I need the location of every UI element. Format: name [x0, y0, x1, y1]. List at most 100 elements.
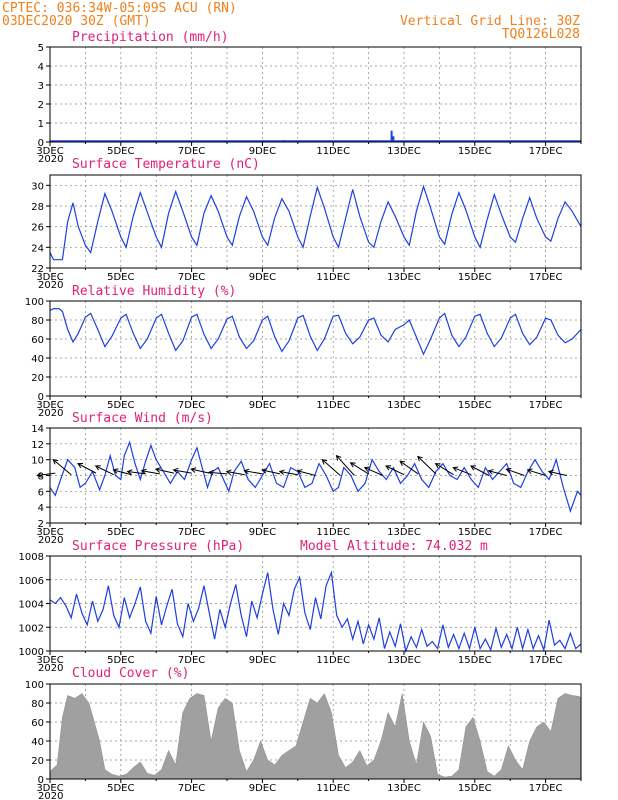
wind-arrow-shaft: [385, 465, 405, 476]
wind-arrow: [363, 466, 383, 476]
wind-arrow-shaft: [350, 462, 369, 475]
x-tick-label: 15DEC: [458, 527, 492, 538]
cloud-cover-area: [49, 692, 582, 780]
x-tick-label: 11DEC: [316, 527, 350, 538]
wind-arrow-shaft: [244, 470, 263, 475]
wind-arrow-shaft: [279, 471, 298, 476]
x-tick-label: 5DEC: [107, 527, 134, 538]
wind-arrow-head: [296, 469, 303, 475]
header-station-line: CPTEC: 036:34W-05:09S ACU (RN): [2, 1, 237, 16]
wind-arrow: [190, 467, 210, 474]
y-tick-label: 22: [31, 264, 44, 275]
wind-arrow-shaft: [141, 470, 160, 475]
wind-arrow-head: [278, 469, 285, 476]
panel-title: Surface Pressure (hPa): [72, 539, 244, 554]
wind-arrow-shaft: [321, 459, 341, 476]
wind-arrow: [547, 469, 567, 476]
panel-5: 0 20 40 60 80 100 3DEC 5DEC 7DEC 9DEC 11DEC 13DEC 15…: [25, 666, 582, 800]
panel-2: 0 20 40 60 80 100 3DEC 5DEC 7DEC 9DEC 11DEC 13DEC 15…: [25, 284, 582, 419]
wind-arrow: [112, 468, 132, 476]
wind-arrow-shaft: [336, 455, 355, 476]
wind-arrow: [126, 469, 146, 475]
wind-arrow-head: [399, 460, 406, 466]
wind-arrow-shaft: [191, 468, 210, 474]
y-tick-label: 20: [31, 373, 44, 384]
wind-arrow: [207, 469, 228, 476]
y-tick-label: 60: [31, 718, 44, 729]
precip-bar: [392, 136, 395, 142]
wind-arrow-head: [112, 468, 119, 474]
wind-arrow-head: [321, 458, 328, 465]
x-tick-label: 13DEC: [387, 272, 421, 283]
wind-arrow-shaft: [399, 460, 419, 475]
x-tick-label: 13DEC: [387, 783, 421, 794]
x-tick-label: 15DEC: [458, 146, 492, 157]
wind-arrow-head: [36, 472, 43, 478]
y-tick-label: 100: [25, 297, 44, 308]
wind-arrow-shaft: [155, 468, 175, 474]
wind-arrow-shaft: [77, 463, 97, 474]
y-tick-label: 3: [38, 81, 44, 92]
x-tick-label: 9DEC: [249, 400, 276, 411]
x-tick-label: 17DEC: [529, 783, 563, 794]
wind-arrow-shaft: [95, 465, 114, 476]
x-tick-label: 11DEC: [316, 783, 350, 794]
wind-arrow: [526, 468, 546, 476]
wind-arrow-shaft: [208, 471, 228, 475]
wind-arrow: [385, 465, 405, 476]
wind-arrow-head: [452, 466, 459, 472]
panel-annotation: Model Altitude: 74.032 m: [300, 539, 488, 554]
wind-arrow-head: [207, 469, 214, 476]
panel-4: 1000 1002 1004 1006 1008 3DEC 5DEC 7DEC 9DEC 11DE…: [19, 539, 582, 674]
y-tick-label: 2: [38, 519, 44, 530]
y-tick-label: 1002: [19, 623, 44, 634]
x-tick-label: 7DEC: [178, 527, 205, 538]
wind-arrow-shaft: [261, 469, 281, 475]
x-tick-label: 17DEC: [529, 527, 563, 538]
wind-arrow-head: [225, 469, 232, 476]
precip-bar: [282, 140, 285, 142]
wind-arrow-head: [363, 466, 370, 472]
panel-title: Precipitation (mm/h): [72, 30, 229, 45]
panel-title: Cloud Cover (%): [72, 666, 189, 681]
y-tick-label: 4: [38, 62, 44, 73]
wind-arrow: [452, 466, 472, 476]
wind-arrow-shaft: [52, 459, 72, 476]
x-tick-label: 5DEC: [107, 146, 134, 157]
wind-arrow: [296, 469, 316, 476]
x-tick-label: 9DEC: [249, 783, 276, 794]
wind-arrow: [417, 455, 437, 475]
panel-frame: [49, 46, 582, 143]
y-tick-label: 80: [31, 316, 44, 327]
x-tick-label: 7DEC: [178, 272, 205, 283]
x-tick-label: 15DEC: [458, 272, 492, 283]
y-tick-label: 26: [31, 223, 44, 234]
x-year-label: 2020: [38, 154, 63, 165]
wind-arrow-head: [526, 468, 533, 474]
wind-arrow-shaft: [488, 470, 507, 476]
wind-arrow: [434, 463, 454, 476]
wind-arrow-shaft: [297, 470, 316, 476]
wind-arrow-head: [417, 455, 423, 462]
wind-arrow-head: [470, 465, 476, 471]
x-tick-label: 9DEC: [249, 527, 276, 538]
panel-title: Relative Humidity (%): [72, 284, 236, 299]
wind-arrow-shaft: [37, 472, 56, 476]
x-tick-label: 5DEC: [107, 400, 134, 411]
wind-arrow-head: [385, 465, 392, 471]
wind-arrow-shaft: [226, 471, 245, 476]
x-tick-label: 13DEC: [387, 527, 421, 538]
panel-0: 0 1 2 3 4 5 3DEC 5DEC 7DEC 9DEC 11DEC 13DEC 15DEC 17D…: [36, 30, 582, 165]
wind-arrow-head: [94, 465, 101, 471]
wind-arrow-shaft: [527, 469, 546, 476]
wind-arrow-shaft: [417, 456, 437, 475]
y-tick-label: 1006: [19, 576, 44, 587]
panel-1: 22 24 26 28 30 3DEC 5DEC 7DEC 9DEC 11DEC 13DEC 15DE…: [31, 157, 582, 291]
x-tick-label: 13DEC: [387, 655, 421, 666]
y-tick-label: 14: [31, 424, 44, 435]
wind-arrow-shaft: [470, 465, 490, 476]
wind-arrow-head: [126, 469, 133, 475]
wind-arrow: [349, 462, 369, 475]
wind-arrow: [335, 454, 355, 476]
wind-arrow: [399, 460, 419, 475]
